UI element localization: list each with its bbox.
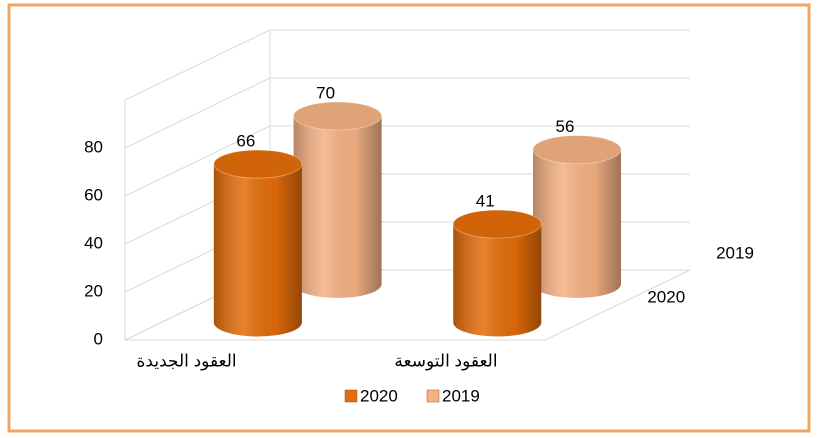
depth-label: 2019 [716,243,754,262]
x-tick-label: العقود التوسعة [394,351,497,370]
value-label: 56 [556,117,575,136]
legend-item: 2020 [344,386,398,405]
cylinder-top-shade [453,210,542,239]
value-label: 41 [476,192,495,211]
cylinder-top-shade [533,135,621,164]
cylinder-top [293,101,383,131]
y-tick-label: 0 [94,329,103,348]
grid-line [124,77,690,149]
cylinder-top [452,209,542,239]
legend-label: 2020 [360,386,398,405]
grid-line [124,125,690,197]
y-tick-label: 80 [84,137,103,156]
x-tick-label: العقود الجديدة [137,351,237,370]
y-tick-label: 60 [84,185,103,204]
cylinder-shade [213,164,302,337]
cylinder-top-shade [213,150,302,179]
cylinder-shade [533,149,621,298]
cylinder-top [213,149,303,179]
cylinder-top-shade [293,102,382,130]
legend-swatch [426,389,440,403]
cylinder-shade [453,224,542,337]
depth-label: 2020 [647,287,685,306]
cylinder-shade [293,116,382,298]
legend-swatch [344,389,358,403]
legend-item: 2019 [426,386,480,405]
chart-border [7,3,811,433]
y-tick-label: 20 [84,281,103,300]
value-label: 66 [236,132,255,151]
value-label: 70 [316,83,335,102]
legend-label: 2019 [442,386,480,405]
y-tick-label: 40 [84,233,103,252]
cylinder-top [532,135,622,165]
